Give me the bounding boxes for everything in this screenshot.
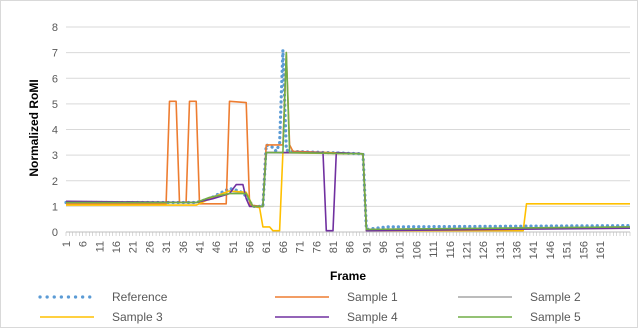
x-tick-label: 16: [111, 241, 123, 253]
x-tick-label: 76: [311, 241, 323, 253]
x-tick-label: 31: [161, 241, 173, 253]
x-axis-title: Frame: [330, 269, 366, 283]
series-line-6: [66, 51, 631, 231]
legend-label: Reference: [112, 290, 168, 304]
x-tick-label: 96: [378, 241, 390, 253]
x-tick-label: 106: [411, 241, 423, 259]
x-tick-label: 26: [144, 241, 156, 253]
x-tick-label: 121: [461, 241, 473, 259]
x-tick-label: 101: [395, 241, 407, 259]
legend-label: Sample 1: [347, 290, 398, 304]
legend-label: Sample 3: [112, 310, 163, 324]
y-tick-label: 7: [52, 48, 58, 60]
x-tick-label: 21: [128, 241, 140, 253]
x-tick-label: 11: [94, 241, 106, 252]
y-tick-label: 4: [52, 125, 58, 137]
x-tick-label: 156: [578, 241, 590, 259]
legend-label: Sample 2: [530, 290, 581, 304]
x-tick-label: 61: [261, 241, 273, 253]
x-tick-label: 161: [595, 241, 607, 259]
x-tick-label: 36: [178, 241, 190, 253]
x-tick-label: 91: [361, 241, 373, 253]
x-tick-label: 66: [278, 241, 290, 253]
x-tick-label: 46: [211, 241, 223, 253]
y-tick-label: 1: [52, 201, 58, 213]
y-tick-label: 2: [52, 176, 58, 188]
x-tick-label: 1: [61, 241, 73, 247]
x-tick-label: 146: [545, 241, 557, 259]
x-tick-label: 131: [495, 241, 507, 259]
legend-label: Sample 5: [530, 310, 581, 324]
series-line-5: [65, 151, 631, 232]
x-tick-label: 136: [512, 241, 524, 259]
x-tick-label: 71: [295, 241, 307, 253]
y-tick-label: 8: [52, 22, 58, 34]
series-lines: [64, 48, 632, 232]
y-tick-label: 3: [52, 150, 58, 162]
legend-label: Sample 4: [347, 310, 398, 324]
x-tick-label: 141: [528, 241, 540, 259]
series-line-3: [66, 151, 631, 231]
series-line-2: [66, 51, 631, 231]
x-tick-label: 81: [328, 241, 340, 253]
x-tick-label: 126: [478, 241, 490, 259]
x-tick-label: 111: [428, 241, 440, 258]
x-tick-label: 151: [562, 241, 574, 259]
y-tick-label: 5: [52, 99, 58, 111]
y-tick-label: 6: [52, 73, 58, 85]
x-tick-label: 41: [194, 241, 206, 253]
gridlines: [66, 26, 630, 207]
x-tick-label: 56: [245, 241, 257, 253]
y-axis-title: Normalized RoMI: [27, 79, 41, 176]
x-tick-label: 86: [345, 241, 357, 253]
x-tick-label: 51: [228, 241, 240, 253]
x-tick-label: 6: [78, 241, 90, 247]
y-tick-label: 0: [52, 227, 58, 239]
legend: Reference Sample 1 Sample 2 Sample 3 Sample …: [38, 290, 581, 324]
x-tick-label: 116: [445, 241, 457, 259]
series-line-4: [66, 151, 630, 232]
